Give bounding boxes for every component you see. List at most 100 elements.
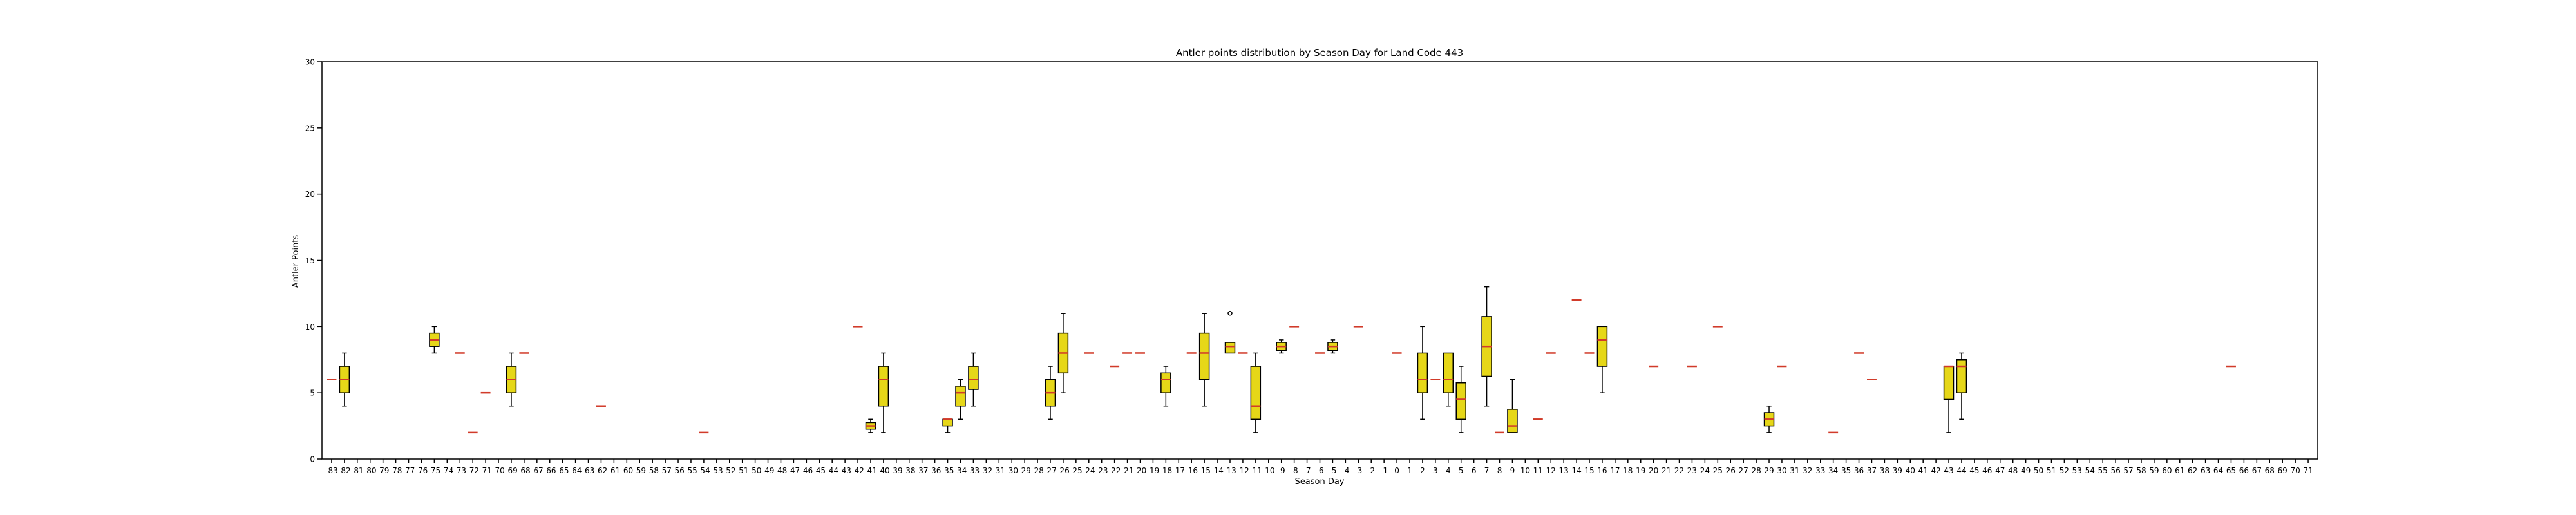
x-axis-label: Season Day	[1295, 477, 1345, 487]
x-tick-label: -54	[697, 466, 710, 475]
box-day--5	[1327, 339, 1338, 354]
box-day-16	[1596, 326, 1608, 393]
x-tick-label: -52	[723, 466, 736, 475]
box-day-9	[1507, 379, 1518, 433]
y-tick-label: 10	[305, 323, 315, 332]
box-day--27	[1045, 366, 1056, 420]
x-tick-label: -26	[1057, 466, 1070, 475]
x-tick-label: -22	[1108, 466, 1121, 475]
x-tick-label: 7	[1484, 466, 1490, 475]
x-tick-label: -76	[415, 466, 428, 475]
x-tick-label: -1	[1380, 466, 1388, 475]
box-body	[1250, 366, 1262, 420]
box-body	[878, 366, 889, 407]
x-tick-label: -28	[1031, 466, 1044, 475]
x-tick-label: 46	[1982, 466, 1992, 475]
x-tick-label: -82	[338, 466, 351, 475]
x-tick-label: 58	[2136, 466, 2146, 475]
x-tick-label: 51	[2047, 466, 2056, 475]
x-tick-label: 5	[1459, 466, 1464, 475]
x-tick-label: -70	[492, 466, 505, 475]
x-tick-label: -11	[1249, 466, 1262, 475]
box-day--18	[1160, 366, 1171, 407]
x-tick-label: -65	[556, 466, 569, 475]
x-tick-label: -46	[800, 466, 813, 475]
x-tick-label: -64	[569, 466, 582, 475]
x-tick-label: 28	[1751, 466, 1761, 475]
box-body	[1224, 342, 1236, 354]
x-axis: -83 -82 -81 -80 -79 -78 -77 -76 -75 -74 -73 -72 -71-…	[325, 459, 2313, 475]
x-tick-label: 31	[1790, 466, 1799, 475]
x-tick-label: 50	[2034, 466, 2043, 475]
x-tick-label: -49	[762, 466, 775, 475]
x-tick-label: -3	[1354, 466, 1362, 475]
x-tick-label: -72	[466, 466, 479, 475]
x-tick-label: 37	[1867, 466, 1877, 475]
box-day--13	[1224, 311, 1236, 354]
box-body	[1507, 409, 1518, 433]
box-series	[327, 286, 2236, 434]
x-tick-label: -63	[582, 466, 595, 475]
x-tick-label: -34	[954, 466, 967, 475]
x-tick-label: 0	[1394, 466, 1399, 475]
x-tick-label: -23	[1095, 466, 1108, 475]
x-tick-label: -67	[531, 466, 544, 475]
box-body	[1417, 352, 1428, 393]
x-tick-label: 17	[1610, 466, 1620, 475]
x-tick-label: -59	[633, 466, 646, 475]
box-body	[1943, 366, 1955, 400]
box-day--40	[878, 352, 889, 433]
box-day--26	[1057, 313, 1069, 393]
y-tick-label: 0	[310, 455, 315, 464]
x-tick-label: 49	[2021, 466, 2031, 475]
x-tick-label: 68	[2265, 466, 2275, 475]
x-tick-label: 44	[1956, 466, 1966, 475]
box-day-4	[1443, 352, 1454, 407]
box-day-43	[1943, 365, 1955, 433]
box-day-7	[1481, 286, 1492, 407]
x-tick-label: -78	[390, 466, 402, 475]
y-tick-label: 5	[310, 389, 315, 398]
x-tick-label: 38	[1880, 466, 1889, 475]
x-tick-label: -80	[364, 466, 377, 475]
x-tick-label: -61	[608, 466, 621, 475]
box-day--75	[429, 326, 440, 354]
x-tick-label: -66	[544, 466, 556, 475]
x-tick-label: 23	[1687, 466, 1697, 475]
x-tick-label: -16	[1185, 466, 1198, 475]
x-tick-label: -45	[813, 466, 826, 475]
x-tick-label: 20	[1649, 466, 1658, 475]
x-tick-label: -36	[929, 466, 942, 475]
box-body	[1198, 332, 1210, 380]
box-body	[1956, 359, 1967, 393]
x-tick-label: -83	[325, 466, 338, 475]
x-tick-label: 4	[1446, 466, 1451, 475]
x-tick-label: -29	[1018, 466, 1031, 475]
x-tick-label: 29	[1764, 466, 1774, 475]
x-tick-label: 15	[1584, 466, 1594, 475]
x-tick-label: -27	[1044, 466, 1057, 475]
x-tick-label: -42	[851, 466, 864, 475]
x-tick-label: 16	[1597, 466, 1607, 475]
x-tick-label: 61	[2175, 466, 2184, 475]
x-tick-label: 39	[1893, 466, 1902, 475]
x-tick-label: -44	[826, 466, 838, 475]
x-tick-label: 9	[1510, 466, 1515, 475]
x-tick-label: -4	[1341, 466, 1349, 475]
box-day-29	[1763, 405, 1775, 433]
box-day--33	[968, 352, 979, 407]
x-tick-label: 6	[1472, 466, 1477, 475]
x-tick-label: -13	[1224, 466, 1236, 475]
x-tick-label: -51	[736, 466, 749, 475]
x-tick-label: 2	[1420, 466, 1425, 475]
x-tick-label: 52	[2060, 466, 2069, 475]
box-day--34	[955, 379, 966, 420]
x-tick-label: -21	[1121, 466, 1134, 475]
x-tick-label: -62	[595, 466, 608, 475]
x-tick-label: 22	[1674, 466, 1684, 475]
x-tick-label: -30	[1005, 466, 1018, 475]
x-tick-label: -58	[646, 466, 659, 475]
x-tick-label: -81	[351, 466, 364, 475]
x-tick-label: 30	[1777, 466, 1786, 475]
x-tick-label: 67	[2252, 466, 2262, 475]
